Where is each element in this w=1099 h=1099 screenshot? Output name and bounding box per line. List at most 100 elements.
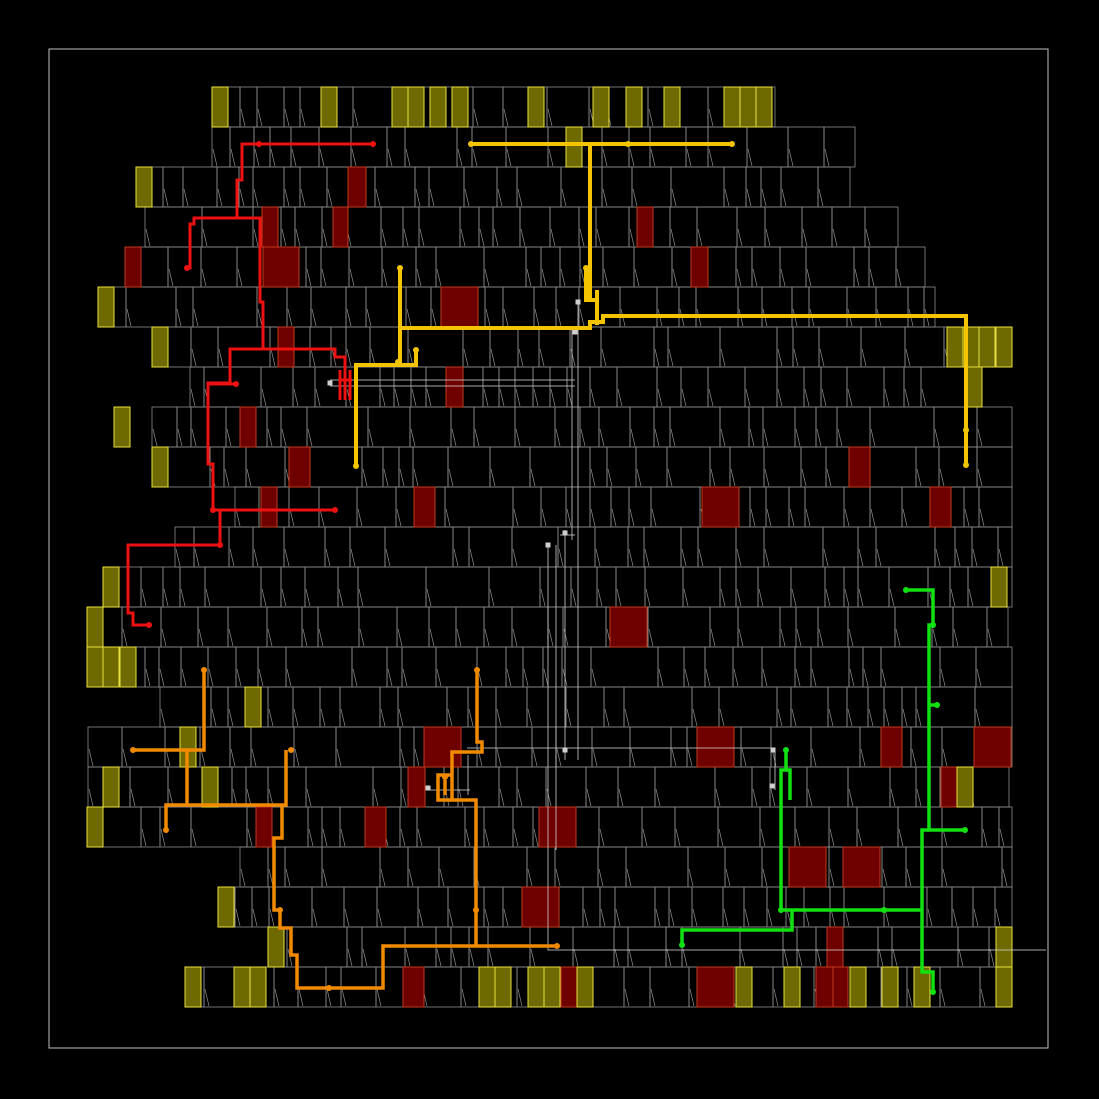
io-cell	[724, 87, 740, 127]
io-cell	[626, 87, 642, 127]
io-cell	[268, 927, 284, 967]
highlight-cell	[261, 487, 277, 527]
io-cell	[103, 567, 119, 607]
highlight-cell	[637, 207, 653, 247]
green-net-pin	[930, 989, 936, 995]
io-cell	[87, 807, 103, 847]
io-cell	[452, 87, 468, 127]
gray-via	[573, 330, 578, 335]
io-cell	[528, 87, 544, 127]
io-cell	[152, 327, 168, 367]
highlight-cell	[348, 167, 366, 207]
yellow-net-pin	[625, 141, 631, 147]
red-net-pin	[332, 507, 338, 513]
orange-net-pin	[473, 907, 479, 913]
io-cell	[103, 767, 119, 807]
io-cell	[996, 967, 1012, 1007]
highlight-cell	[691, 247, 708, 287]
io-cell	[103, 647, 119, 687]
highlight-cell	[816, 967, 833, 1007]
gray-via	[770, 784, 775, 789]
orange-net-pin	[163, 827, 169, 833]
gray-via	[426, 786, 431, 791]
io-cell	[250, 967, 266, 1007]
io-cell	[966, 367, 982, 407]
highlight-cell	[408, 767, 425, 807]
yellow-net-pin	[583, 265, 589, 271]
red-net-pin	[210, 507, 216, 513]
yellow-net-pin	[468, 141, 474, 147]
yellow-net-pin	[963, 462, 969, 468]
io-cell	[98, 287, 114, 327]
highlight-cell	[125, 247, 141, 287]
io-cell	[577, 967, 593, 1007]
io-cell	[120, 647, 136, 687]
highlight-cell	[278, 327, 294, 367]
green-net-pin	[903, 587, 909, 593]
io-cell	[566, 127, 582, 167]
highlight-cell	[833, 967, 848, 1007]
green-net-pin	[783, 747, 789, 753]
orange-net-pin	[554, 943, 560, 949]
io-cell	[593, 87, 609, 127]
io-cell	[245, 687, 261, 727]
highlight-cell	[441, 287, 478, 327]
io-cell	[528, 967, 544, 1007]
io-cell	[544, 967, 560, 1007]
green-net-pin	[934, 702, 940, 708]
highlight-cell	[289, 447, 310, 487]
highlight-cell	[522, 887, 559, 927]
highlight-cell	[827, 927, 843, 967]
io-cell	[408, 87, 424, 127]
highlight-cell	[333, 207, 348, 247]
highlight-cell	[256, 807, 272, 847]
highlight-cell	[262, 207, 278, 247]
gray-via	[328, 381, 333, 386]
highlight-cell	[789, 847, 826, 887]
orange-net-pin	[326, 985, 332, 991]
io-cell	[850, 967, 866, 1007]
highlight-cell	[843, 847, 880, 887]
io-cell	[321, 87, 337, 127]
io-cell	[392, 87, 408, 127]
orange-net-pin	[277, 907, 283, 913]
io-cell	[740, 87, 756, 127]
gray-via	[563, 531, 568, 536]
orange-net-pin	[474, 667, 480, 673]
highlight-cell	[561, 967, 577, 1007]
highlight-cell	[697, 727, 734, 767]
gray-via	[576, 300, 581, 305]
yellow-net-pin	[397, 265, 403, 271]
io-cell	[664, 87, 680, 127]
orange-net-pin	[288, 747, 294, 753]
red-net-pin	[370, 141, 376, 147]
io-cell	[87, 647, 103, 687]
io-cell	[136, 167, 152, 207]
io-cell	[87, 607, 103, 647]
red-net-pin	[233, 381, 239, 387]
highlight-cell	[446, 367, 463, 407]
highlight-cell	[240, 407, 256, 447]
highlight-cell	[610, 607, 647, 647]
highlight-cell	[702, 487, 739, 527]
highlight-cell	[941, 767, 958, 807]
io-cell	[185, 967, 201, 1007]
highlight-cell	[881, 727, 902, 767]
green-net-pin	[930, 622, 936, 628]
green-net-pin	[778, 907, 784, 913]
io-cell	[114, 407, 130, 447]
io-cell	[202, 767, 218, 807]
yellow-net-pin	[729, 141, 735, 147]
red-net-pin	[256, 141, 262, 147]
highlight-cell	[403, 967, 424, 1007]
green-net-pin	[679, 942, 685, 948]
red-net-pin	[217, 542, 223, 548]
io-cell	[957, 767, 973, 807]
io-cell	[996, 927, 1012, 967]
red-net-pin	[184, 265, 190, 271]
io-cell	[991, 567, 1007, 607]
highlight-cell	[414, 487, 435, 527]
highlight-cell	[974, 727, 1011, 767]
